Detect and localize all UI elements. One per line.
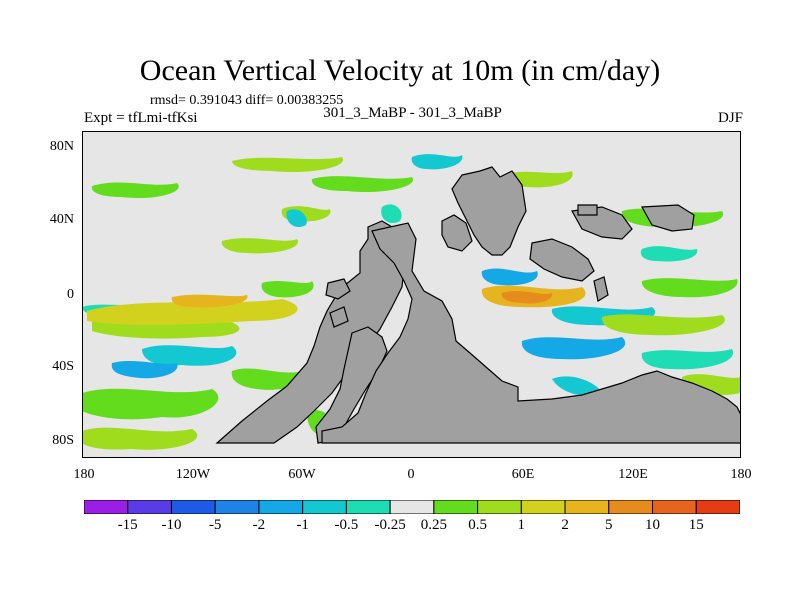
anomaly-patch: [232, 157, 344, 173]
anomaly-patch: [142, 345, 237, 366]
lon-label-0: 0: [407, 467, 415, 482]
colorbar-label: 5: [605, 517, 613, 533]
stats-line: rmsd= 0.391043 diff= 0.00383255: [150, 93, 344, 108]
colorbar-label: 0.5: [468, 517, 487, 533]
colorbar-label: 1: [517, 517, 526, 533]
colorbar-label: 10: [645, 517, 660, 533]
colorbar-swatch: [302, 500, 347, 514]
colorbar-swatch: [433, 500, 479, 514]
arabia-landmass: [441, 214, 473, 252]
lat-label-40s: 40S: [52, 359, 74, 374]
case-label: 301_3_MaBP - 301_3_MaBP: [323, 105, 502, 121]
experiment-label: Expt = tfLmi-tfKsi: [84, 110, 198, 126]
colorbar-swatch: [84, 500, 129, 514]
colorbar-label: 2: [561, 517, 569, 533]
anomaly-patch: [411, 154, 463, 170]
colorbar-label: -10: [161, 517, 182, 533]
colorbar-swatch: [345, 500, 391, 514]
island: [329, 306, 349, 328]
anomaly-patch: [82, 388, 219, 420]
eurasia-landmass: [451, 166, 527, 256]
anomaly-patch: [381, 204, 402, 224]
anomaly-patch: [552, 376, 602, 396]
lon-label-120e: 120E: [618, 467, 648, 482]
colorbar-swatch: [564, 500, 610, 514]
colorbar-swatch: [520, 500, 566, 514]
lon-label-60e: 60E: [511, 467, 535, 482]
anomaly-patch: [261, 281, 314, 298]
island: [577, 204, 598, 216]
anomaly-patch: [640, 246, 698, 262]
colorbar-swatch: [170, 500, 216, 514]
anomaly-patch: [221, 238, 298, 254]
island: [593, 276, 609, 302]
lat-label-40n: 40N: [49, 212, 74, 227]
island: [641, 204, 695, 232]
lat-label-80s: 80S: [52, 433, 74, 448]
land-masses: [215, 166, 741, 444]
colorbar-label: -1: [296, 517, 309, 533]
map-frame: [82, 131, 741, 458]
anomaly-patch: [501, 291, 553, 304]
colorbar-swatch: [477, 500, 522, 514]
colorbar-label: -15: [117, 517, 138, 533]
asia-landmass: [529, 238, 595, 282]
colorbar-label: -0.25: [374, 517, 406, 533]
anomaly-patch: [641, 349, 734, 370]
anomaly-patch: [286, 209, 307, 228]
colorbar-label: 15: [688, 517, 704, 533]
colorbar-swatch: [608, 500, 654, 514]
colorbar-label: -2: [252, 517, 266, 533]
plot-title: Ocean Vertical Velocity at 10m (in cm/da…: [139, 54, 661, 87]
colorbar-swatch: [258, 500, 304, 514]
colorbar-label: 0.25: [420, 517, 448, 533]
anomaly-patch: [82, 427, 198, 450]
colorbar-label: -5: [208, 517, 222, 533]
island: [325, 278, 351, 300]
anomaly-patch: [521, 337, 626, 360]
anomaly-patch: [311, 176, 414, 193]
lon-label-60w: 60W: [288, 467, 316, 482]
ocean-velocity-map: [82, 131, 741, 458]
lon-label-180w: 180: [73, 467, 95, 482]
colorbar-swatch: [695, 500, 740, 514]
lon-label-120w: 120W: [175, 467, 211, 482]
antarctica-africa-landmass: [321, 222, 741, 444]
colorbar-label: -0.5: [334, 517, 359, 533]
anomaly-patch: [111, 361, 178, 379]
colorbar-swatch: [389, 500, 435, 514]
anomaly-patch: [171, 294, 248, 308]
anomaly-patch: [231, 368, 304, 390]
lon-label-180e: 180: [730, 467, 752, 482]
colorbar-swatch: [652, 500, 697, 514]
colorbar: [84, 500, 740, 514]
lat-label-80n: 80N: [49, 139, 74, 154]
anomaly-patch: [601, 314, 725, 336]
anomaly-patch: [641, 278, 738, 298]
colorbar-swatch: [127, 500, 172, 514]
anomaly-patch: [91, 182, 179, 199]
anomaly-patch: [481, 268, 538, 286]
colorbar-swatch: [214, 500, 260, 514]
anomaly-patches: [82, 154, 741, 450]
season-label: DJF: [717, 110, 743, 126]
lat-label-0: 0: [67, 287, 74, 302]
anomaly-patch: [87, 299, 298, 325]
